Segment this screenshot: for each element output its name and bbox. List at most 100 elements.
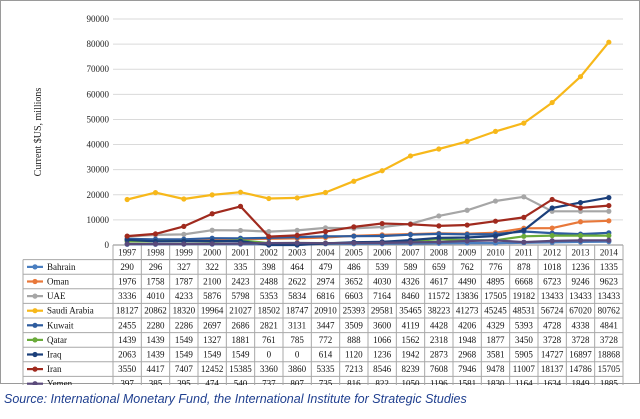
data-label-iran-2014: 15705 (598, 364, 621, 374)
legend-label-kuwait: Kuwait (47, 320, 74, 330)
point-saudi-arabia-2001 (237, 189, 244, 195)
point-oman-2012 (549, 225, 555, 231)
data-label-oman-2002: 2488 (260, 277, 279, 287)
point-saudi-arabia-2011 (521, 120, 527, 126)
data-label-uae-1999: 4233 (175, 291, 194, 301)
data-label-bahrain-2006: 539 (375, 262, 389, 272)
y-tick-label-70000: 70000 (87, 64, 110, 74)
point-yemen-1999 (181, 241, 187, 247)
legend-key-marker-bahrain (32, 264, 38, 270)
data-label-qatar-2011: 3450 (515, 335, 534, 345)
point-saudi-arabia-2014 (606, 39, 612, 45)
data-label-oman-2013: 9246 (572, 277, 591, 287)
legend-label-qatar: Qatar (47, 335, 67, 345)
data-label-yemen-2005: 816 (347, 379, 361, 385)
series-line-iran (127, 198, 609, 238)
data-label-iraq-2002: 0 (267, 350, 272, 360)
data-label-bahrain-2011: 878 (517, 262, 531, 272)
data-label-iran-2001: 15385 (229, 364, 252, 374)
data-label-kuwait-2008: 4428 (430, 320, 449, 330)
point-kuwait-2006 (379, 233, 385, 239)
data-label-saudi-arabia-2012: 56724 (541, 306, 564, 316)
data-label-uae-2009: 13836 (456, 291, 479, 301)
point-iraq-2014 (606, 195, 612, 201)
point-yemen-2003 (294, 240, 300, 246)
source-note: Source: International Monetary Fund, the… (4, 392, 467, 406)
data-label-oman-2003: 2622 (288, 277, 306, 287)
data-label-qatar-2002: 761 (262, 335, 276, 345)
data-label-qatar-2007: 1562 (402, 335, 420, 345)
data-label-uae-2001: 5798 (232, 291, 251, 301)
data-label-qatar-2005: 888 (347, 335, 361, 345)
point-saudi-arabia-2010 (492, 128, 499, 134)
point-iraq-2010 (492, 233, 499, 239)
data-label-iraq-2004: 614 (319, 350, 333, 360)
point-saudi-arabia-2004 (322, 189, 329, 196)
point-yemen-2004 (322, 240, 329, 246)
x-tick-label-2014: 2014 (600, 248, 619, 258)
legend-label-saudi-arabia: Saudi Arabia (47, 306, 94, 316)
x-tick-label-2005: 2005 (345, 248, 364, 258)
data-label-uae-2013: 13433 (569, 291, 592, 301)
data-label-iraq-2014: 18868 (598, 350, 621, 360)
point-iran-2012 (549, 196, 555, 203)
data-label-bahrain-2010: 776 (489, 262, 503, 272)
data-label-oman-2014: 9623 (600, 277, 619, 287)
point-yemen-2008 (436, 239, 442, 245)
data-label-uae-1997: 3336 (118, 291, 137, 301)
data-label-uae-2011: 19182 (513, 291, 536, 301)
data-label-kuwait-2009: 4206 (458, 320, 477, 330)
x-tick-label-2004: 2004 (317, 248, 336, 258)
point-saudi-arabia-1998 (152, 190, 159, 196)
point-iran-2005 (351, 224, 357, 230)
data-label-yemen-2009: 1581 (458, 379, 476, 385)
data-label-saudi-arabia-2007: 35465 (399, 306, 422, 316)
point-yemen-1998 (152, 241, 159, 247)
legend-key-marker-kuwait (32, 322, 38, 328)
data-label-oman-1997: 1976 (118, 277, 137, 287)
data-label-oman-2004: 2974 (317, 277, 336, 287)
y-tick-label-30000: 30000 (87, 165, 110, 175)
point-iraq-2011 (521, 227, 527, 233)
data-label-iraq-2008: 2873 (430, 350, 449, 360)
point-saudi-arabia-1999 (181, 196, 187, 202)
data-label-kuwait-2012: 4728 (543, 320, 562, 330)
data-label-iraq-2006: 1236 (373, 350, 392, 360)
data-label-uae-2000: 5876 (203, 291, 222, 301)
point-saudi-arabia-2009 (464, 138, 470, 144)
legend-label-iran: Iran (47, 364, 62, 374)
data-label-iran-2003: 3860 (288, 364, 307, 374)
data-label-iraq-1999: 1549 (175, 350, 194, 360)
legend-key-marker-yemen (32, 381, 38, 385)
x-tick-label-1998: 1998 (147, 248, 166, 258)
data-label-qatar-2004: 772 (319, 335, 333, 345)
data-label-qatar-2006: 1066 (373, 335, 392, 345)
data-label-iran-1997: 3550 (118, 364, 137, 374)
point-iran-2002 (266, 233, 272, 240)
point-yemen-2011 (521, 239, 527, 245)
x-tick-label-2007: 2007 (402, 248, 421, 258)
data-label-iran-2007: 8239 (402, 364, 421, 374)
data-label-yemen-2011: 1164 (515, 379, 533, 385)
x-tick-label-2000: 2000 (203, 248, 222, 258)
x-tick-label-2011: 2011 (515, 248, 533, 258)
data-label-bahrain-2007: 589 (404, 262, 418, 272)
data-label-iran-2008: 7608 (430, 364, 449, 374)
point-yemen-2012 (549, 238, 555, 244)
point-iran-1997 (124, 233, 130, 239)
data-label-qatar-2010: 1877 (487, 335, 506, 345)
data-label-yemen-2006: 822 (375, 379, 389, 385)
data-label-qatar-2003: 785 (290, 335, 304, 345)
data-label-kuwait-2004: 3447 (317, 320, 336, 330)
data-label-yemen-2007: 1050 (402, 379, 421, 385)
data-label-iraq-2003: 0 (295, 350, 300, 360)
x-tick-label-2003: 2003 (288, 248, 307, 258)
point-kuwait-2008 (436, 231, 442, 237)
data-label-yemen-2008: 1196 (430, 379, 448, 385)
data-label-yemen-2012: 1634 (543, 379, 562, 385)
point-saudi-arabia-1997 (124, 196, 130, 203)
data-label-saudi-arabia-2005: 25393 (343, 306, 366, 316)
data-label-iraq-2000: 1549 (203, 350, 222, 360)
data-label-iran-2009: 7946 (458, 364, 477, 374)
point-uae-2001 (237, 227, 244, 234)
